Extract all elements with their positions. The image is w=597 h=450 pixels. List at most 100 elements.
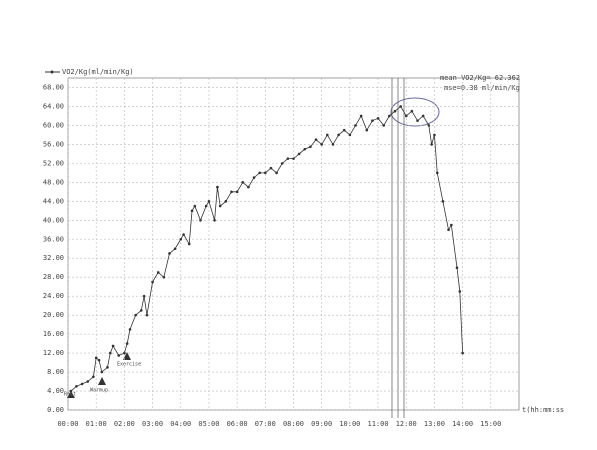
y-tick-label: 52.00 (43, 159, 64, 167)
data-point (216, 185, 219, 189)
x-tick-label: 08:00 (283, 420, 304, 428)
x-tick-label: 03:00 (142, 420, 163, 428)
data-point (168, 252, 171, 255)
data-point (435, 171, 439, 175)
data-point (410, 109, 414, 113)
data-point (447, 228, 450, 232)
data-point (139, 309, 143, 312)
data-point (230, 190, 233, 194)
x-tick-label: 12:00 (396, 420, 417, 428)
data-point (111, 344, 115, 348)
data-point (359, 114, 363, 118)
x-tick-label: 09:00 (311, 420, 332, 428)
data-point (455, 266, 459, 270)
data-point (292, 157, 295, 160)
data-point (421, 114, 425, 118)
x-tick-label: 04:00 (170, 420, 191, 428)
data-point (94, 356, 98, 360)
x-tick-label: 14:00 (452, 420, 473, 428)
y-tick-label: 16.00 (43, 330, 64, 338)
data-point (108, 351, 112, 355)
data-point (461, 351, 464, 355)
data-point (430, 143, 433, 146)
phase-marker (67, 391, 75, 398)
data-point (264, 171, 267, 175)
data-point (320, 143, 323, 146)
x-tick-label: 06:00 (227, 420, 248, 428)
data-point (213, 218, 216, 222)
data-point (331, 143, 335, 146)
data-point (433, 133, 436, 137)
data-point (218, 204, 222, 208)
data-point (376, 117, 380, 120)
y-tick-label: 0.00 (47, 406, 64, 414)
x-tick-label: 11:00 (368, 420, 389, 428)
data-point (117, 354, 121, 357)
data-point (193, 204, 197, 208)
data-point (151, 280, 154, 284)
y-tick-label: 28.00 (43, 273, 64, 281)
x-tick-label: 07:00 (255, 420, 276, 428)
data-point (303, 147, 307, 151)
y-tick-label: 36.00 (43, 235, 64, 243)
legend-marker (50, 70, 54, 74)
y-tick-label: 56.00 (43, 140, 64, 148)
data-point (458, 290, 462, 293)
annotation: mean VO2/Kg= 62.362 (440, 74, 520, 82)
y-tick-label: 32.00 (43, 254, 64, 262)
data-point (427, 124, 431, 127)
data-point (162, 275, 166, 279)
y-tick-label: 24.00 (43, 292, 64, 300)
data-point (382, 124, 386, 127)
data-point (342, 128, 346, 132)
phase-marker (123, 352, 131, 360)
data-point (399, 105, 402, 108)
y-tick-label: 20.00 (43, 311, 64, 319)
x-tick-label: 15:00 (480, 420, 501, 428)
data-point (125, 342, 129, 345)
data-point (241, 181, 245, 184)
y-tick-label: 40.00 (43, 216, 64, 224)
data-point (224, 200, 228, 203)
y-tick-label: 44.00 (43, 197, 64, 205)
data-point (97, 358, 101, 362)
data-point (156, 271, 160, 274)
data-point (207, 200, 211, 203)
data-point (348, 133, 352, 137)
data-point (173, 247, 177, 251)
data-point (314, 138, 318, 141)
data-point (92, 375, 95, 379)
x-tick-label: 10:00 (339, 420, 360, 428)
y-tick-label: 68.00 (43, 83, 64, 91)
data-point (404, 114, 408, 118)
y-tick-label: 8.00 (47, 368, 64, 376)
data-point (69, 389, 73, 393)
data-point (75, 384, 78, 388)
data-point (326, 133, 329, 137)
data-point (371, 119, 374, 122)
data-point (106, 366, 109, 369)
data-point (235, 190, 239, 194)
data-point (134, 313, 137, 317)
data-point (354, 124, 357, 127)
data-point (187, 242, 191, 246)
data-point (199, 218, 202, 222)
data-point (204, 204, 208, 208)
annotation: mse=0.38 ml/min/Kg (444, 84, 520, 92)
data-point (182, 233, 185, 236)
data-point (337, 133, 340, 137)
x-tick-label: 01:00 (86, 420, 107, 428)
data-point (388, 114, 391, 118)
data-point (142, 294, 146, 298)
data-point (145, 313, 149, 317)
y-tick-label: 48.00 (43, 178, 64, 186)
data-point (80, 382, 84, 386)
data-point (100, 370, 104, 374)
y-tick-label: 64.00 (43, 102, 64, 110)
data-point (309, 145, 312, 149)
data-point (128, 328, 132, 331)
data-point (286, 157, 290, 160)
data-point (416, 119, 419, 122)
data-point (258, 171, 261, 175)
phase-label: Warmup (90, 388, 108, 394)
